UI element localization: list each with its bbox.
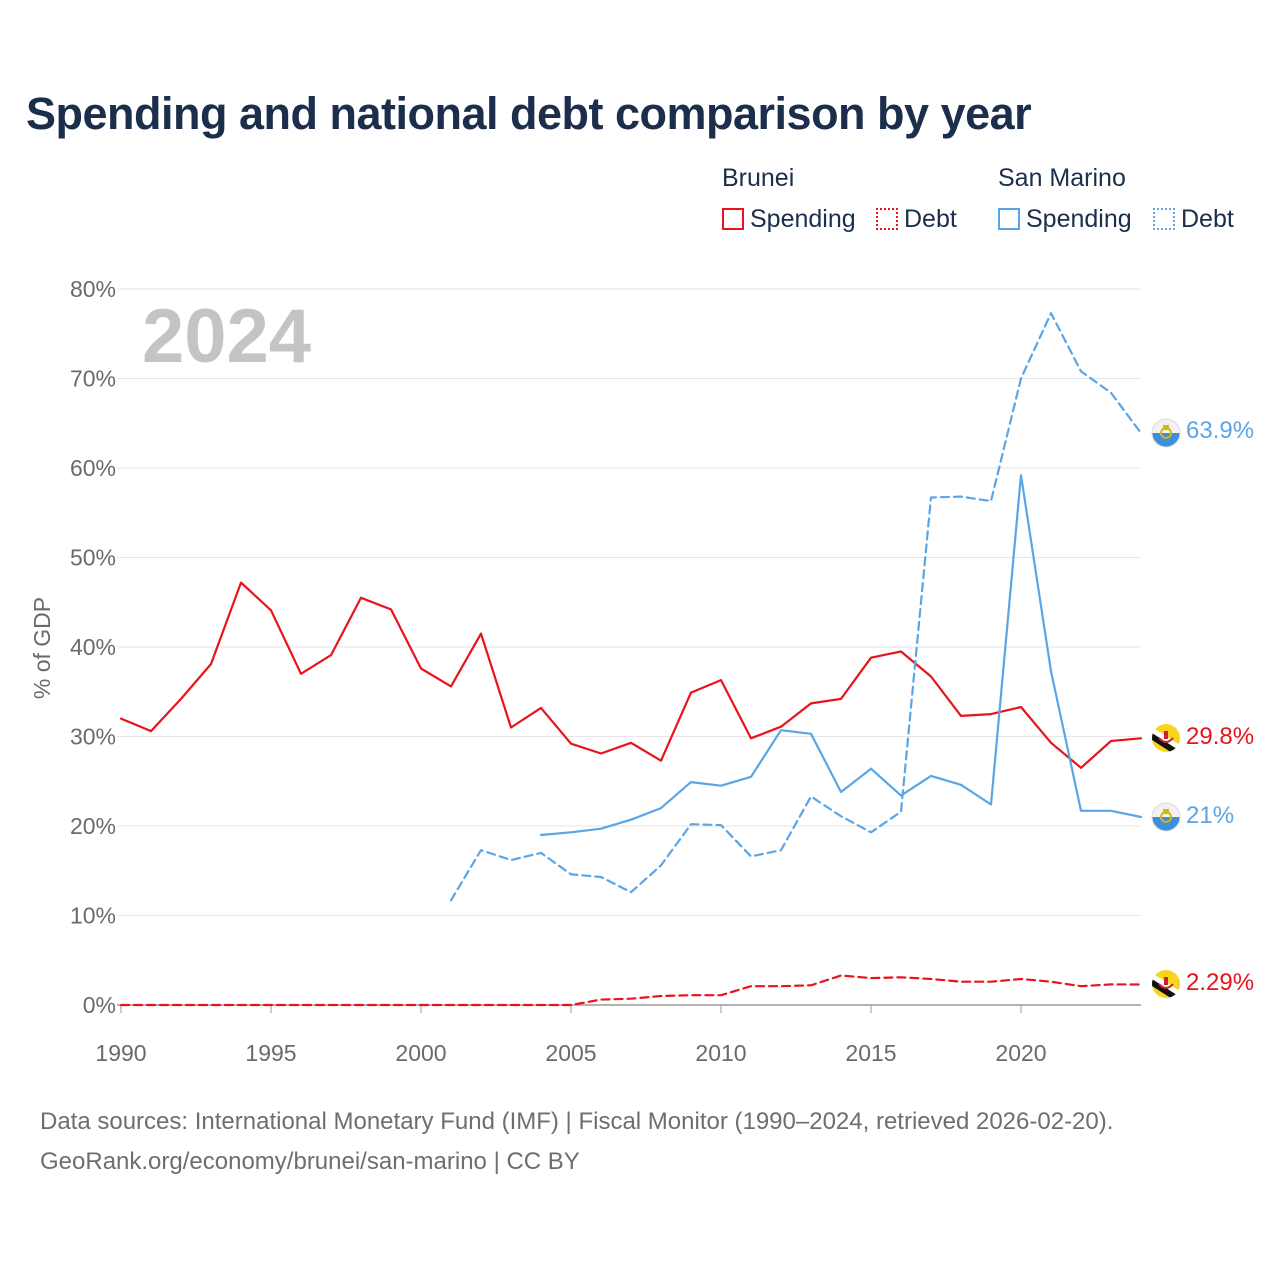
- y-tick-label: 0%: [83, 992, 116, 1018]
- legend-label: Spending: [750, 204, 856, 233]
- legend-swatch-solid-icon: [998, 208, 1020, 230]
- legend-group-brunei: Brunei: [722, 164, 795, 192]
- axes: 0% 10% 20% 30% 40% 50% 60% 70% 80% 1990 1995 2000 20…: [70, 276, 1047, 1066]
- footer-credit: GeoRank.org/economy/brunei/san-marino | …: [40, 1148, 580, 1175]
- y-tick-label: 70%: [70, 366, 116, 392]
- series-line-san-marino-spending[interactable]: [539, 474, 1143, 837]
- series: [119, 312, 1143, 1007]
- x-tick-label: 2000: [395, 1040, 446, 1066]
- legend-swatch-solid-icon: [722, 208, 744, 230]
- y-tick-label: 80%: [70, 276, 116, 302]
- san-marino-flag-icon: [1151, 802, 1181, 832]
- end-label-san-marino-debt: 63.9%: [1186, 417, 1254, 444]
- x-tick-label: 1995: [245, 1040, 296, 1066]
- footer-sources: Data sources: International Monetary Fun…: [40, 1108, 1114, 1135]
- san-marino-flag-icon: [1151, 418, 1181, 448]
- legend-item-san-marino-spending[interactable]: Spending: [998, 204, 1132, 234]
- y-tick-label: 50%: [70, 545, 116, 571]
- legend-swatch-dotted-icon: [876, 208, 898, 230]
- y-tick-label: 40%: [70, 634, 116, 660]
- brunei-flag-icon: [1152, 724, 1180, 752]
- legend-label: Debt: [904, 204, 957, 233]
- y-tick-label: 30%: [70, 724, 116, 750]
- legend-swatch-dotted-icon: [1153, 208, 1175, 230]
- y-tick-label: 10%: [70, 903, 116, 929]
- series-line-san-marino-debt[interactable]: [449, 312, 1143, 902]
- y-axis-title: % of GDP: [29, 597, 55, 699]
- legend-group-san-marino: San Marino: [998, 164, 1126, 192]
- series-line-brunei-spending[interactable]: [119, 581, 1143, 769]
- legend-item-brunei-debt[interactable]: Debt: [876, 204, 957, 234]
- y-tick-label: 20%: [70, 813, 116, 839]
- year-watermark: 2024: [142, 294, 311, 379]
- legend-item-san-marino-debt[interactable]: Debt: [1153, 204, 1234, 234]
- grid: [117, 288, 1141, 1006]
- y-tick-label: 60%: [70, 455, 116, 481]
- x-tick-label: 2020: [995, 1040, 1046, 1066]
- x-tick-label: 1990: [95, 1040, 146, 1066]
- x-tick-label: 2005: [545, 1040, 596, 1066]
- series-line-brunei-debt[interactable]: [119, 974, 1143, 1007]
- x-tick-label: 2015: [845, 1040, 896, 1066]
- legend-label: Debt: [1181, 204, 1234, 233]
- end-label-brunei-spending: 29.8%: [1186, 723, 1254, 750]
- end-label-san-marino-spending: 21%: [1186, 802, 1234, 829]
- end-label-brunei-debt: 2.29%: [1186, 969, 1254, 996]
- x-tick-label: 2010: [695, 1040, 746, 1066]
- brunei-flag-icon: [1152, 970, 1180, 998]
- legend-item-brunei-spending[interactable]: Spending: [722, 204, 856, 234]
- legend-label: Spending: [1026, 204, 1132, 233]
- chart-title: Spending and national debt comparison by…: [26, 88, 1032, 139]
